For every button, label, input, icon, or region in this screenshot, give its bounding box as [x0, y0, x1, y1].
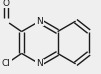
Text: Cl: Cl [2, 59, 11, 68]
Text: N: N [36, 59, 43, 68]
Text: O: O [3, 0, 10, 8]
Text: N: N [36, 17, 43, 26]
